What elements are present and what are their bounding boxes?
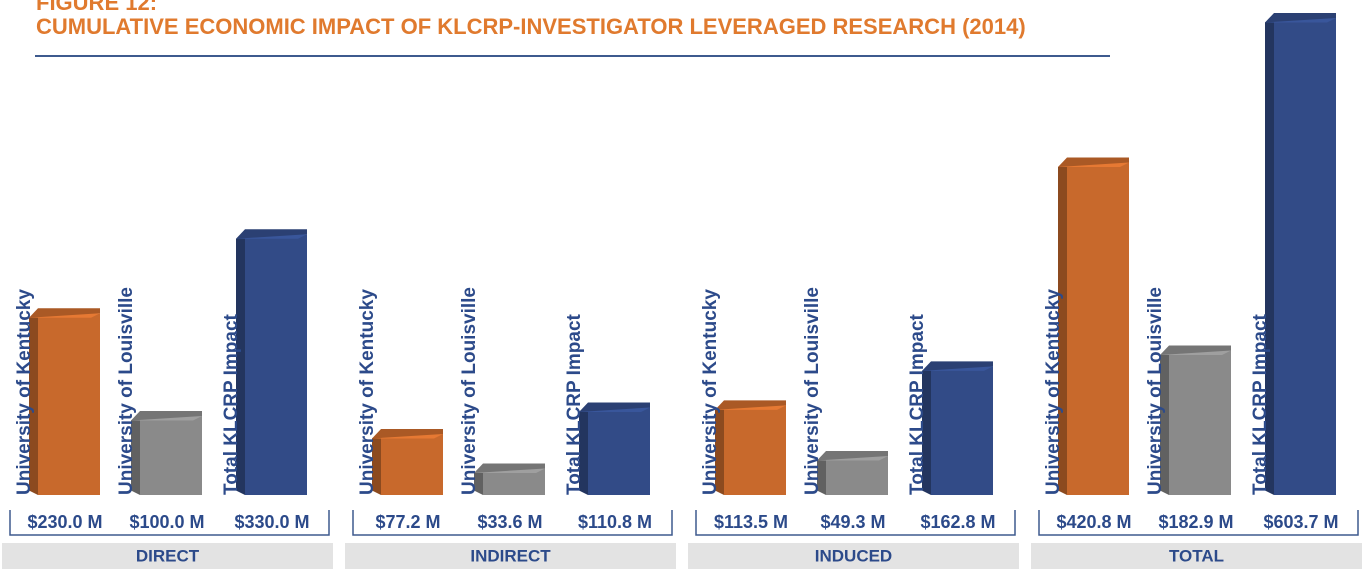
- value-label: $77.2 M: [375, 512, 440, 532]
- bar-side: [474, 468, 483, 495]
- series-label: Total KLCRP Impact: [1250, 313, 1271, 495]
- bar: [131, 410, 202, 495]
- series-label: Total KLCRP Impact: [907, 313, 928, 495]
- bar-front: [588, 407, 650, 495]
- category-box: [1031, 543, 1362, 569]
- bar-front: [1274, 18, 1336, 495]
- bar-top-face: [1058, 157, 1129, 168]
- value-label: $49.3 M: [820, 512, 885, 532]
- category-label: INDUCED: [815, 546, 892, 565]
- series-label: University of Louisville: [459, 287, 480, 495]
- bar-front: [381, 434, 443, 495]
- bar-front: [826, 456, 888, 495]
- category-box: [688, 543, 1019, 569]
- bar: [817, 451, 888, 495]
- series-label: University of Louisville: [116, 287, 137, 495]
- value-label: $113.5 M: [714, 512, 788, 532]
- bar: [1265, 13, 1336, 495]
- bar-top-face: [922, 361, 993, 371]
- bar-front: [724, 405, 786, 495]
- series-label: University of Kentucky: [1043, 289, 1064, 495]
- value-label: $230.0 M: [27, 512, 102, 532]
- bar-side: [922, 366, 931, 495]
- series-label: University of Kentucky: [14, 289, 35, 495]
- series-label: University of Louisville: [1145, 287, 1166, 495]
- bar-side: [131, 415, 140, 495]
- series-label: University of Louisville: [802, 287, 823, 495]
- bar-side: [579, 407, 588, 495]
- series-label: University of Kentucky: [700, 289, 721, 495]
- bar: [579, 402, 650, 495]
- value-label: $182.9 M: [1158, 512, 1233, 532]
- bar-side: [1265, 18, 1274, 495]
- bar: [922, 361, 993, 495]
- bar-top-face: [1265, 13, 1336, 23]
- bar-top-face: [715, 400, 786, 410]
- bar: [236, 229, 307, 495]
- bracket: [695, 510, 1016, 536]
- bar: [29, 308, 100, 495]
- figure-label: FIGURE 12:: [36, 0, 157, 15]
- series-label: Total KLCRP Impact: [564, 313, 585, 495]
- category-box: [2, 543, 333, 569]
- bar-side: [236, 234, 245, 495]
- bar-side: [817, 456, 826, 495]
- bar-front: [1067, 162, 1129, 495]
- bar: [372, 429, 443, 495]
- category-label: TOTAL: [1169, 546, 1224, 565]
- chart-title: CUMULATIVE ECONOMIC IMPACT OF KLCRP-INVE…: [36, 14, 1026, 39]
- bar-top-face: [817, 451, 888, 461]
- bar: [715, 400, 786, 495]
- bar: [1160, 345, 1231, 495]
- bar: [1058, 157, 1129, 495]
- value-label: $162.8 M: [920, 512, 995, 532]
- value-label: $330.0 M: [234, 512, 309, 532]
- bracket: [352, 510, 673, 536]
- value-label: $110.8 M: [578, 512, 652, 532]
- bar-side: [372, 434, 381, 495]
- bar-side: [29, 313, 38, 495]
- series-label: Total KLCRP Impact: [221, 313, 242, 495]
- bar-top-face: [131, 410, 202, 421]
- bar-top-face: [474, 463, 545, 473]
- bracket: [1038, 510, 1359, 536]
- bar-front: [140, 415, 202, 495]
- bar-side: [1058, 162, 1067, 495]
- bar-side: [715, 405, 724, 495]
- value-label: $100.0 M: [129, 512, 204, 532]
- bar-top-face: [579, 402, 650, 412]
- value-label: $420.8 M: [1056, 512, 1131, 532]
- series-label: University of Kentucky: [357, 289, 378, 495]
- value-label: $33.6 M: [477, 512, 542, 532]
- bar-front: [38, 313, 100, 495]
- bar-top-face: [29, 308, 100, 318]
- category-label: DIRECT: [136, 546, 200, 565]
- bar-front: [245, 234, 307, 495]
- bar-front: [931, 366, 993, 495]
- bar-top-face: [372, 429, 443, 439]
- bar-side: [1160, 350, 1169, 495]
- bar-top-face: [1160, 345, 1231, 355]
- bracket: [9, 510, 330, 536]
- bar: [474, 463, 545, 495]
- value-label: $603.7 M: [1263, 512, 1338, 532]
- bar-front: [1169, 350, 1231, 495]
- bar-top-face: [236, 229, 307, 239]
- category-box: [345, 543, 676, 569]
- category-label: INDIRECT: [470, 546, 551, 565]
